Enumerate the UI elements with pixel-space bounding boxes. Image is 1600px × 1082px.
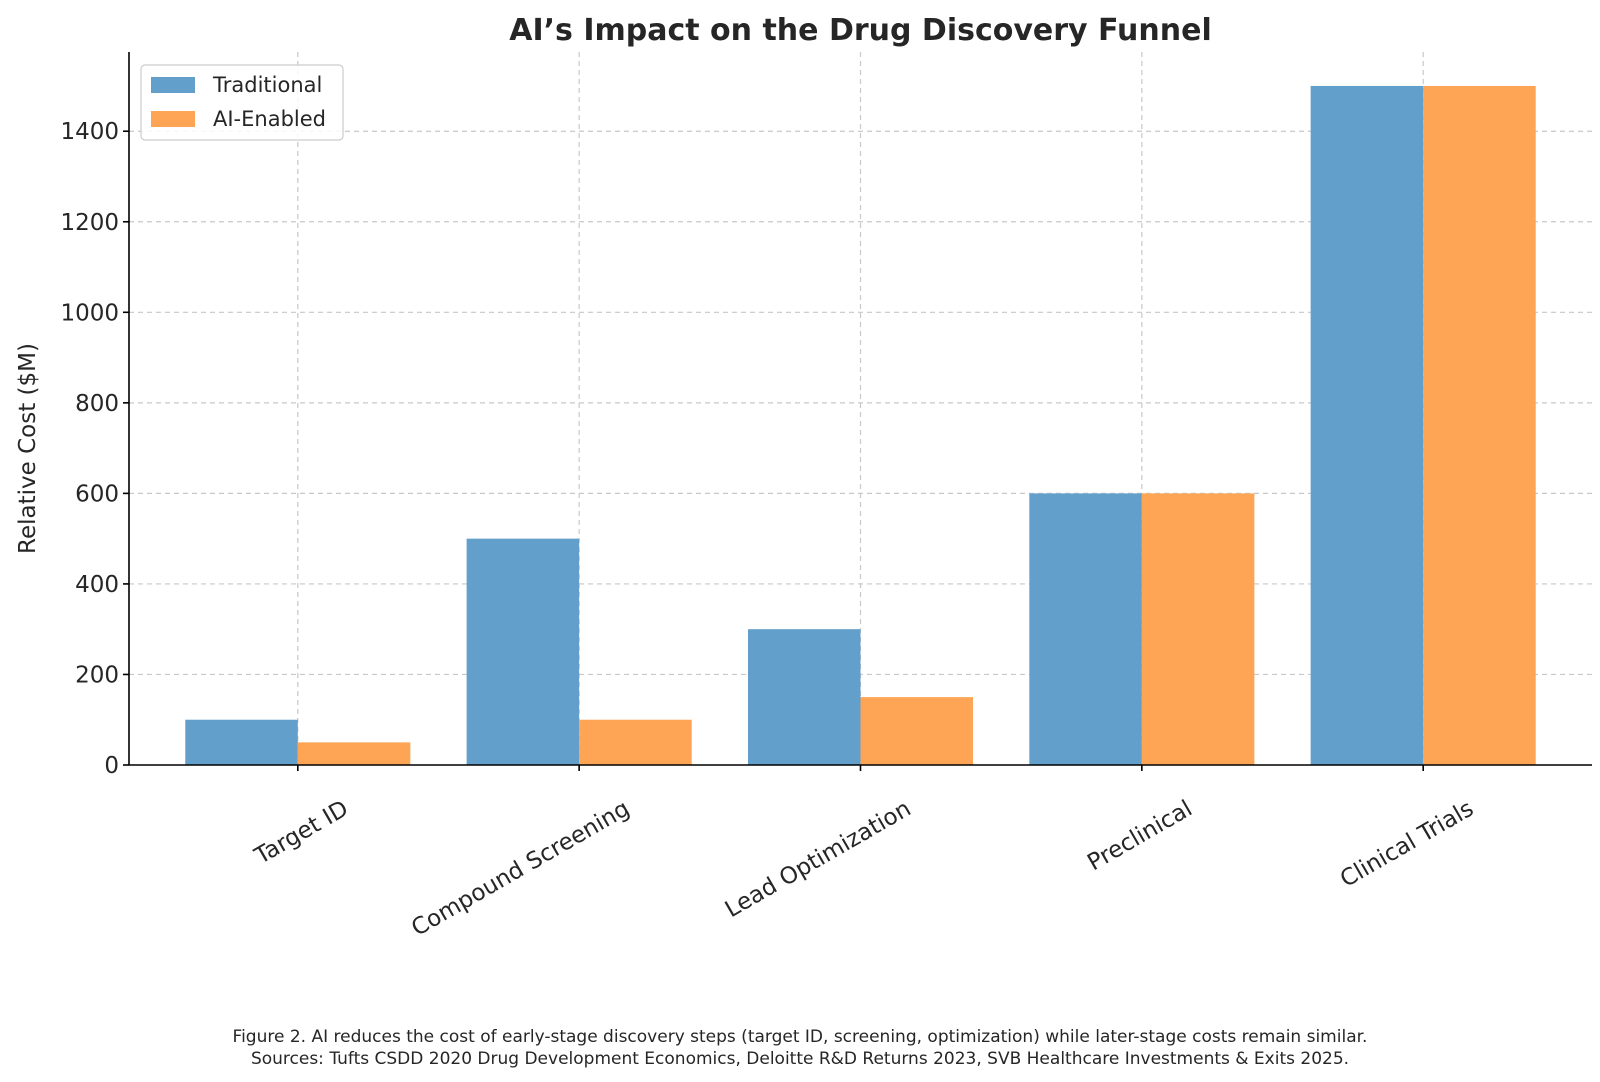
bar-chart: AI’s Impact on the Drug Discovery Funnel… [15,13,1592,942]
x-tick-label-2: Lead Optimization [721,796,916,923]
x-tick-label-0: Target ID [250,796,353,871]
bar-ai-enabled-0 [297,742,411,765]
legend-label-0: Traditional [212,73,322,97]
legend-label-1: AI-Enabled [213,107,326,131]
y-axis-ticks: 0 200 400 600 800 1000 1200 1400 [60,119,129,779]
chart-title: AI’s Impact on the Drug Discovery Funnel [509,13,1212,48]
legend: Traditional AI-Enabled [140,64,344,141]
caption-line-2: Sources: Tufts CSDD 2020 Drug Developmen… [250,1049,1350,1069]
legend-swatch-0 [151,77,195,93]
y-tick-label-4: 800 [75,391,119,417]
bar-traditional-0 [185,719,298,765]
y-tick-label-0: 0 [104,753,119,779]
bar-traditional-1 [466,538,580,765]
y-tick-label-3: 600 [75,481,119,507]
x-tick-label-4: Clinical Trials [1336,796,1478,893]
bar-traditional-3 [1029,493,1142,765]
bar-ai-enabled-3 [1141,493,1255,765]
bar-ai-enabled-1 [579,719,692,765]
legend-swatch-1 [151,111,195,127]
figure-caption: Figure 2. AI reduces the cost of early-s… [0,1026,1600,1070]
y-tick-label-5: 1000 [60,300,119,326]
y-tick-label-1: 200 [75,662,119,688]
bar-ai-enabled-4 [1423,85,1536,765]
caption-line-1: Figure 2. AI reduces the cost of early-s… [232,1027,1368,1047]
bar-traditional-4 [1310,85,1424,765]
bar-ai-enabled-2 [860,697,974,765]
y-tick-label-7: 1400 [60,119,119,145]
x-axis-ticks: Target ID Compound Screening Lead Optimiza… [250,765,1478,942]
y-axis-label: Relative Cost ($M) [15,343,41,554]
bars [185,85,1536,765]
x-tick-label-3: Preclinical [1083,796,1197,877]
y-tick-label-2: 400 [75,572,119,598]
bar-traditional-2 [747,629,861,765]
y-tick-label-6: 1200 [60,210,119,236]
x-tick-label-1: Compound Screening [407,796,634,942]
